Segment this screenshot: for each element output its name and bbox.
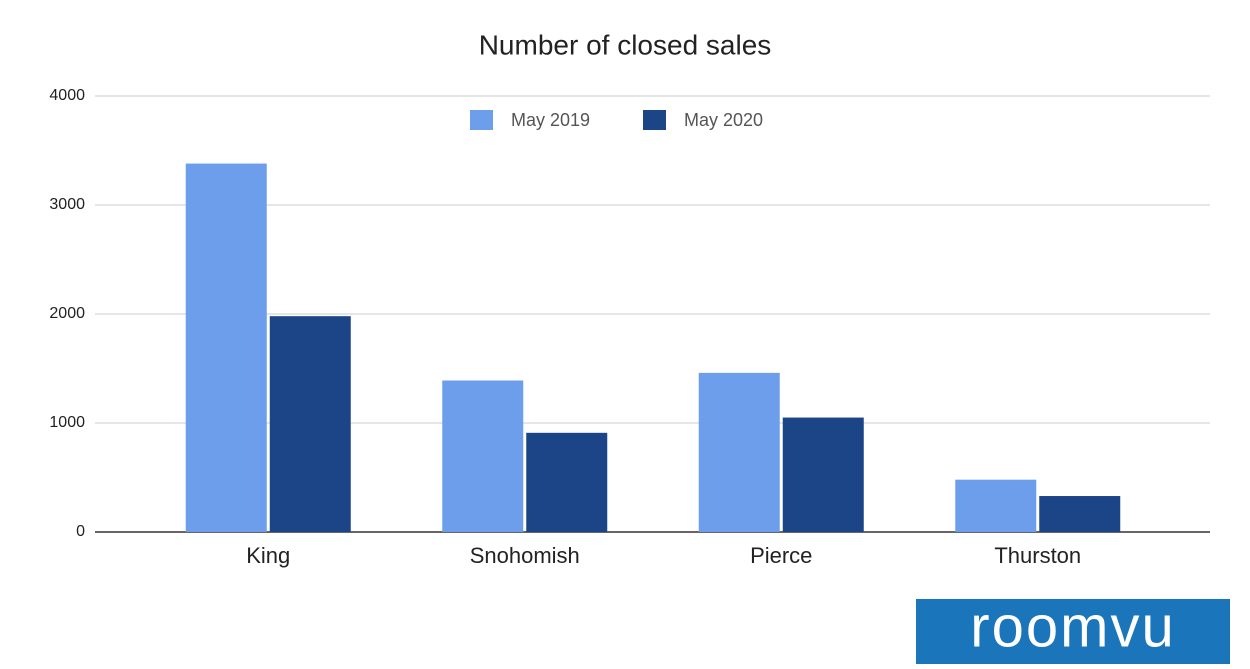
legend-label: May 2019 [511, 110, 590, 130]
bar [442, 380, 524, 532]
y-tick-label: 2000 [49, 305, 85, 322]
legend-swatch [470, 110, 493, 130]
bar [782, 417, 864, 532]
y-tick-label: 0 [76, 523, 85, 540]
logo: roomvu [970, 594, 1175, 659]
y-tick-label: 1000 [49, 414, 85, 431]
bar [526, 432, 608, 532]
x-tick-label: Snohomish [470, 543, 580, 568]
legend-label: May 2020 [684, 110, 763, 130]
bar [955, 479, 1037, 532]
y-tick-label: 4000 [49, 87, 85, 104]
logo-box [916, 599, 1230, 664]
x-tick-label: Pierce [750, 543, 812, 568]
bar [1039, 496, 1121, 532]
x-tick-label: Thurston [994, 543, 1081, 568]
x-tick-label: King [246, 543, 290, 568]
bar [698, 372, 780, 532]
legend-swatch [643, 110, 666, 130]
chart-title: Number of closed sales [479, 29, 772, 60]
y-tick-label: 3000 [49, 196, 85, 213]
bar [185, 163, 267, 532]
bar [269, 316, 351, 532]
